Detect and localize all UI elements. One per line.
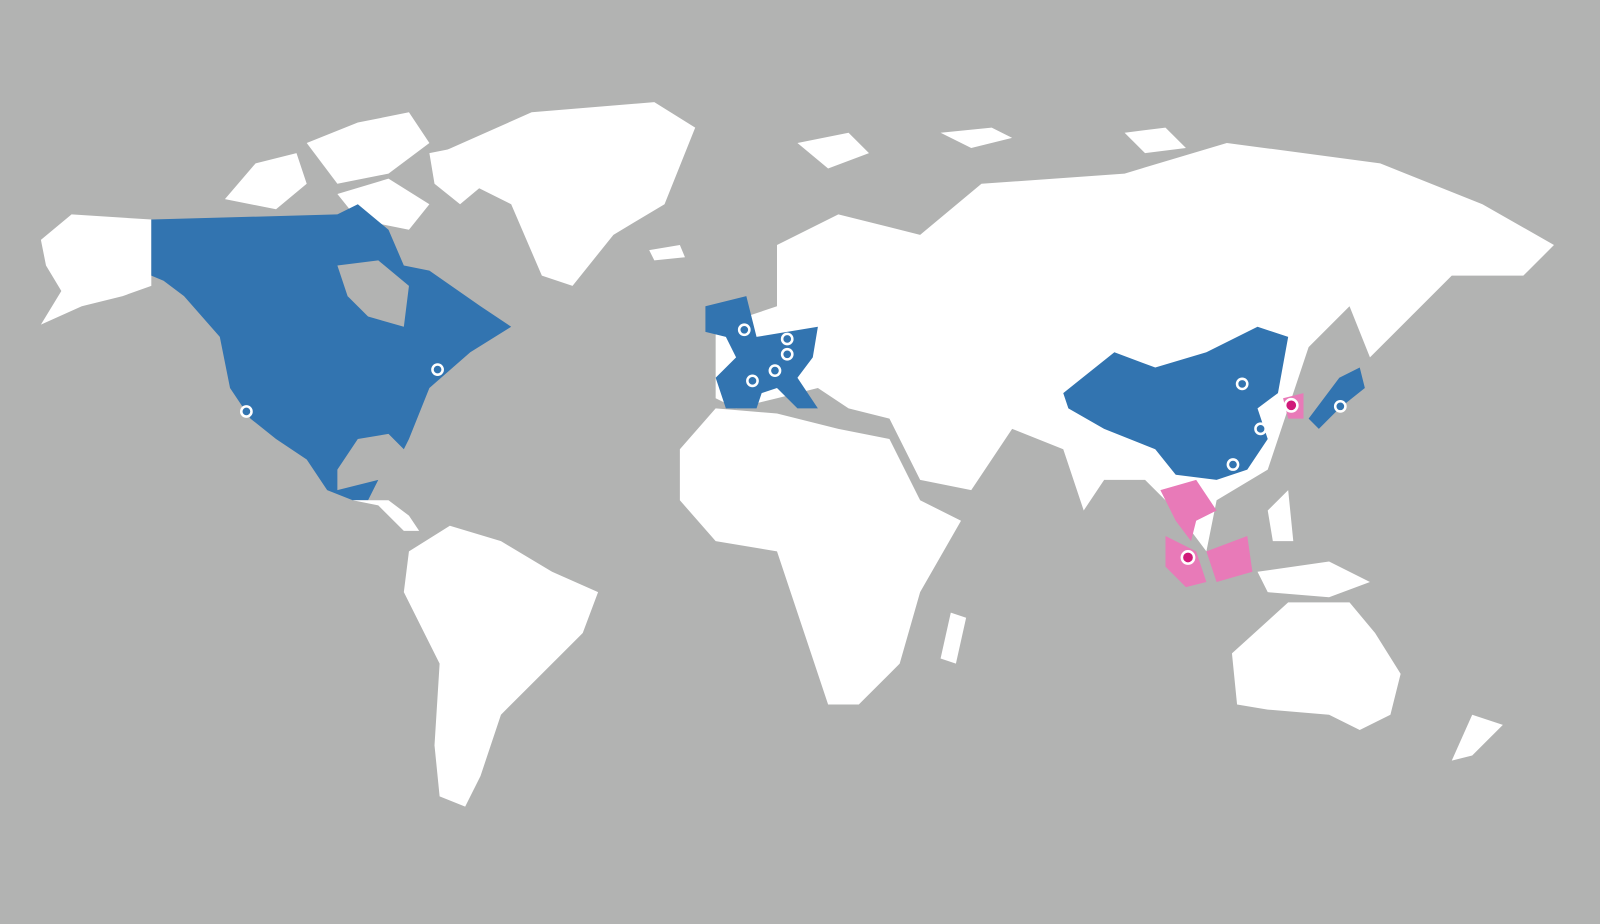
southeast-asia-islands [1257,490,1370,598]
location-marker [239,405,253,418]
madagascar [940,612,967,664]
new-zealand [1451,714,1503,761]
location-marker [1235,377,1249,391]
location-marker-highlight [1180,550,1196,565]
location-marker [1254,422,1267,436]
central-america [352,500,420,531]
location-marker [431,363,444,376]
north-america-highlight [151,204,512,501]
location-marker [746,374,759,388]
arctic-islands [224,112,1186,230]
greenland [439,102,696,286]
location-marker [1333,399,1347,413]
africa [679,408,962,705]
location-marker [768,364,782,378]
location-marker [1226,458,1240,471]
borneo-highlight [1206,536,1253,582]
australia [1231,602,1401,731]
japan-highlight [1308,367,1365,429]
thailand-highlight [1160,479,1217,542]
iceland [649,245,685,261]
south-america [403,525,599,807]
china-highlight [1063,326,1289,480]
location-marker [737,323,751,337]
hudson-bay [337,260,409,327]
eurasia [715,142,1554,552]
alaska [40,214,152,325]
location-marker-highlight [1283,397,1299,413]
location-markers [239,323,1347,565]
europe-highlight [705,296,818,409]
location-marker [780,332,794,346]
location-marker [780,347,794,361]
